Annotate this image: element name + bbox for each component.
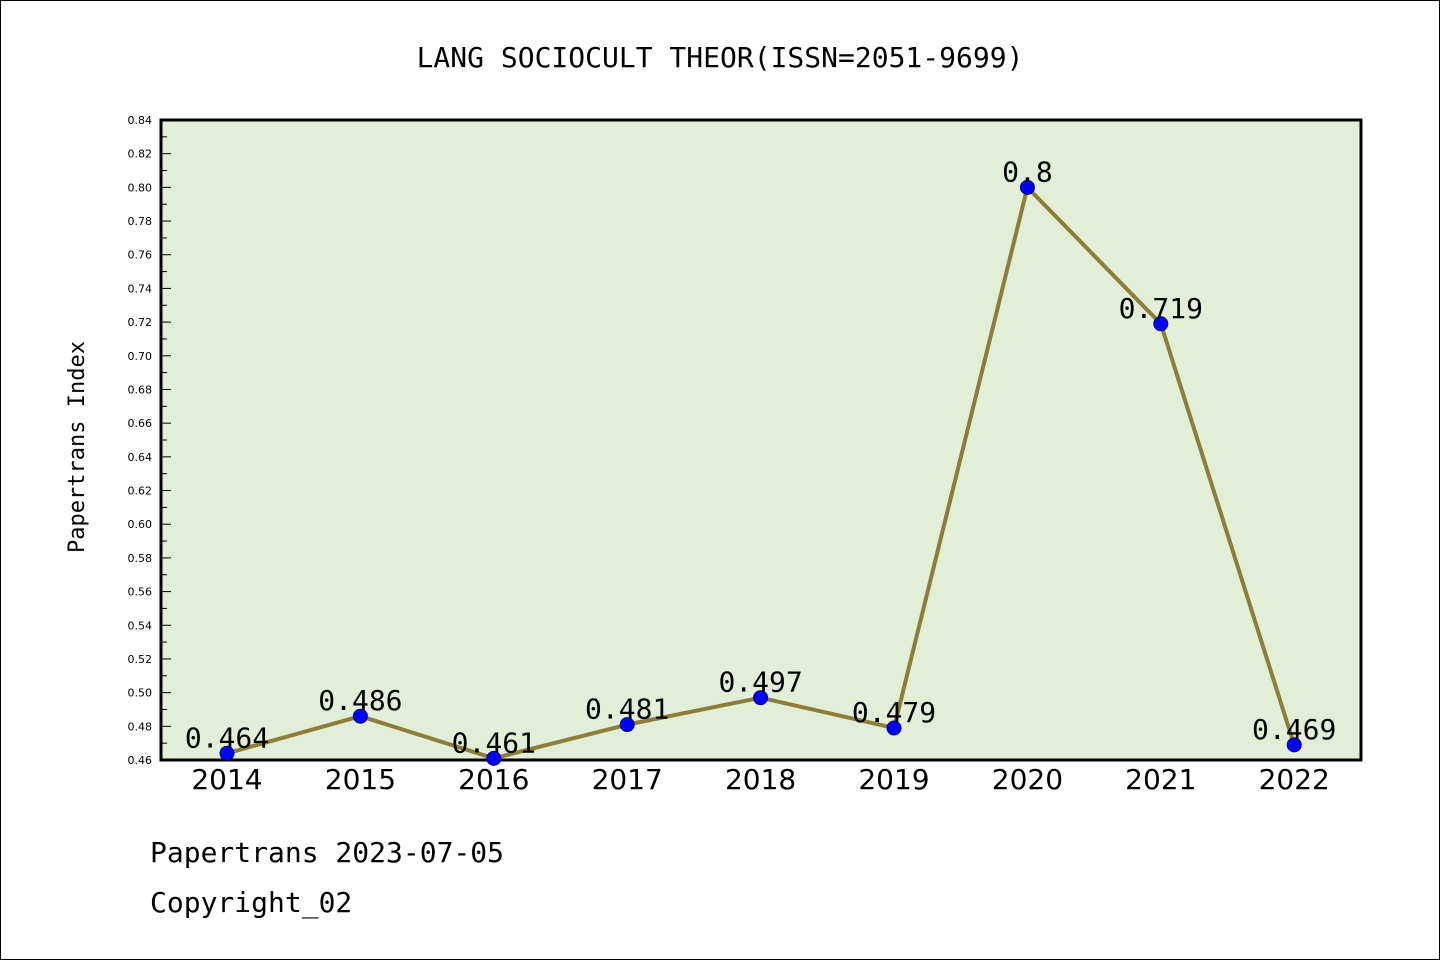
data-label: 0.461 <box>452 726 536 759</box>
data-label: 0.464 <box>185 721 269 754</box>
y-tick-label: 0.50 <box>128 687 153 700</box>
data-point <box>886 720 902 736</box>
series-markers-group <box>219 179 1302 766</box>
x-axis-ticks: 2014 2015 2016 2017 2018 2019 2020 2021 2022 <box>191 763 1329 796</box>
y-tick-label: 0.78 <box>128 215 153 228</box>
y-tick-label: 0.66 <box>128 417 153 430</box>
data-label: 0.479 <box>852 696 936 729</box>
y-tick-label: 0.82 <box>128 148 153 161</box>
data-point <box>1153 316 1169 332</box>
data-labels-group: 0.464 0.486 0.461 0.481 0.497 0.479 0.8 0.719 0.… <box>185 155 1336 759</box>
data-point <box>486 750 502 766</box>
y-tick-label: 0.58 <box>128 552 153 565</box>
data-point <box>352 708 368 724</box>
x-tick-label: 2020 <box>992 763 1063 796</box>
data-point <box>219 745 235 761</box>
y-tick-label: 0.56 <box>128 586 153 599</box>
data-point <box>619 717 635 733</box>
footer-date: Papertrans 2023-07-05 <box>150 836 505 869</box>
y-tick-label: 0.62 <box>128 485 153 498</box>
data-label: 0.481 <box>585 693 669 726</box>
y-tick-label: 0.68 <box>128 383 153 396</box>
x-tick-label: 2019 <box>858 763 929 796</box>
y-tick-label: 0.80 <box>128 181 153 194</box>
y-tick-label: 0.48 <box>128 720 153 733</box>
data-label: 0.497 <box>718 666 802 699</box>
y-tick-label: 0.70 <box>128 350 153 363</box>
footer-copyright: Copyright_02 <box>150 886 353 919</box>
y-axis-label: Papertrans Index <box>65 341 90 553</box>
x-tick-label: 2022 <box>1259 763 1330 796</box>
y-tick-label: 0.74 <box>128 282 153 295</box>
data-point <box>1019 179 1035 195</box>
y-tick-label: 0.64 <box>128 451 153 464</box>
data-label: 0.8 <box>1002 155 1053 188</box>
y-tick-label: 0.46 <box>128 754 153 767</box>
data-label: 0.486 <box>318 684 402 717</box>
y-tick-label: 0.52 <box>128 653 153 666</box>
chart-title: LANG SOCIOCULT THEOR(ISSN=2051-9699) <box>417 41 1024 74</box>
y-tick-label: 0.76 <box>128 249 153 262</box>
data-label: 0.469 <box>1252 713 1336 746</box>
y-axis-ticks: 0.46 0.48 0.50 0.52 0.54 0.56 0.58 0.60 0.62 0.64… <box>128 114 171 767</box>
x-tick-label: 2015 <box>325 763 396 796</box>
data-point <box>1286 737 1302 753</box>
x-tick-label: 2021 <box>1125 763 1196 796</box>
plot-area <box>159 118 1363 762</box>
data-point <box>753 690 769 706</box>
y-tick-label: 0.72 <box>128 316 153 329</box>
x-tick-label: 2016 <box>458 763 529 796</box>
y-tick-label: 0.84 <box>128 114 153 127</box>
x-tick-label: 2014 <box>191 763 262 796</box>
y-tick-label: 0.60 <box>128 518 153 531</box>
data-label: 0.719 <box>1119 292 1203 325</box>
x-tick-label: 2018 <box>725 763 796 796</box>
x-tick-label: 2017 <box>592 763 663 796</box>
y-tick-label: 0.54 <box>128 619 153 632</box>
